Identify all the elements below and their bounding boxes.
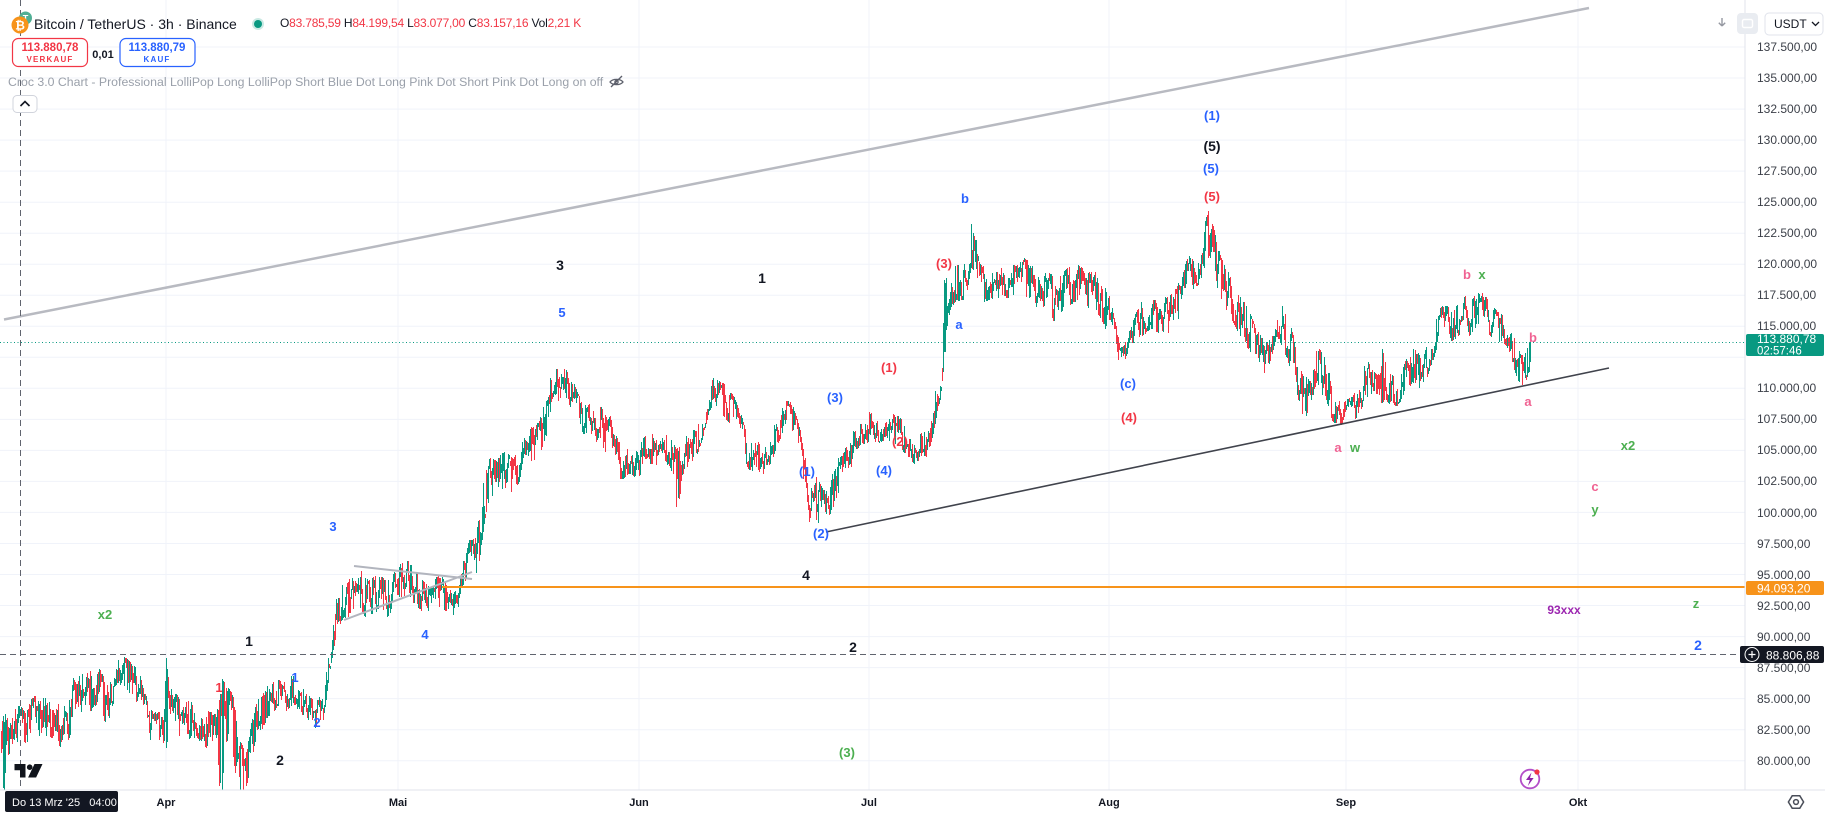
- svg-text:T: T: [23, 14, 29, 24]
- svg-text:Do 13 Mrz '25 04:00: Do 13 Mrz '25 04:00: [12, 797, 117, 809]
- svg-text:(1): (1): [881, 360, 897, 375]
- svg-text:O83.785,59 H84.199,54 L83.077,: O83.785,59 H84.199,54 L83.077,00 C83.157…: [280, 16, 581, 30]
- svg-text:97.500,00: 97.500,00: [1757, 537, 1811, 551]
- svg-text:135.000,00: 135.000,00: [1757, 71, 1817, 85]
- svg-text:USDT: USDT: [1774, 17, 1807, 31]
- svg-text:120.000,00: 120.000,00: [1757, 257, 1817, 271]
- svg-text:1: 1: [758, 270, 766, 286]
- svg-text:(1): (1): [799, 464, 815, 479]
- svg-text:02:57:46: 02:57:46: [1757, 346, 1802, 358]
- svg-text:z: z: [1693, 596, 1700, 611]
- svg-text:Apr: Apr: [157, 797, 177, 809]
- svg-text:x: x: [1478, 267, 1486, 282]
- svg-text:(5): (5): [1203, 138, 1220, 154]
- svg-text:₿: ₿: [15, 19, 25, 33]
- svg-text:b: b: [961, 191, 969, 206]
- svg-text:VERKAUF: VERKAUF: [26, 55, 73, 64]
- svg-text:102.500,00: 102.500,00: [1757, 474, 1817, 488]
- svg-text:KAUF: KAUF: [143, 55, 170, 64]
- svg-text:2: 2: [276, 752, 284, 768]
- svg-text:a: a: [955, 317, 963, 332]
- svg-text:92.500,00: 92.500,00: [1757, 599, 1811, 613]
- svg-text:Croc 3.0 Chart - Professional: Croc 3.0 Chart - Professional LolliPop L…: [8, 75, 604, 89]
- svg-text:Okt: Okt: [1569, 797, 1588, 809]
- svg-text:94.093,20: 94.093,20: [1757, 582, 1811, 596]
- svg-text:(5): (5): [1203, 161, 1219, 176]
- svg-text:137.500,00: 137.500,00: [1757, 40, 1817, 54]
- svg-text:(2): (2): [813, 526, 829, 541]
- svg-text:3: 3: [329, 519, 336, 534]
- svg-text:(3): (3): [827, 390, 843, 405]
- svg-text:5: 5: [558, 305, 565, 320]
- svg-text:113.880,78: 113.880,78: [22, 42, 80, 54]
- svg-text:Mai: Mai: [389, 797, 407, 809]
- svg-text:107.500,00: 107.500,00: [1757, 412, 1817, 426]
- svg-text:115.000,00: 115.000,00: [1757, 319, 1816, 333]
- svg-text:(1): (1): [1204, 108, 1220, 123]
- svg-text:105.000,00: 105.000,00: [1757, 443, 1817, 457]
- svg-text:0,01: 0,01: [92, 49, 113, 61]
- svg-text:(c): (c): [1120, 376, 1136, 391]
- svg-text:95.000,00: 95.000,00: [1757, 568, 1811, 582]
- svg-text:Sep: Sep: [1336, 797, 1356, 809]
- svg-text:x2: x2: [1621, 438, 1635, 453]
- svg-text:80.000,00: 80.000,00: [1757, 754, 1811, 768]
- svg-text:117.500,00: 117.500,00: [1757, 288, 1816, 302]
- svg-text:1: 1: [291, 670, 298, 685]
- svg-text:Bitcoin / TetherUS · 3h · Bina: Bitcoin / TetherUS · 3h · Binance: [34, 16, 237, 32]
- svg-text:125.000,00: 125.000,00: [1757, 195, 1817, 209]
- svg-text:87.500,00: 87.500,00: [1757, 661, 1811, 675]
- svg-text:110.000,00: 110.000,00: [1757, 381, 1816, 395]
- svg-text:(3): (3): [839, 745, 855, 760]
- svg-text:122.500,00: 122.500,00: [1757, 226, 1817, 240]
- svg-text:w: w: [1349, 440, 1361, 455]
- svg-text:Aug: Aug: [1098, 797, 1119, 809]
- svg-text:2: 2: [849, 639, 857, 655]
- svg-text:Jun: Jun: [629, 797, 649, 809]
- svg-text:a: a: [1334, 440, 1342, 455]
- svg-text:127.500,00: 127.500,00: [1757, 164, 1817, 178]
- svg-text:2: 2: [313, 715, 320, 730]
- svg-text:1: 1: [245, 633, 253, 649]
- svg-text:4: 4: [802, 567, 810, 583]
- svg-text:a: a: [1524, 394, 1532, 409]
- svg-text:b: b: [1463, 267, 1471, 282]
- svg-text:(2): (2): [892, 434, 908, 449]
- svg-text:88.806,88: 88.806,88: [1766, 649, 1820, 663]
- svg-text:85.000,00: 85.000,00: [1757, 692, 1811, 706]
- svg-text:c: c: [1591, 479, 1598, 494]
- svg-text:Jul: Jul: [861, 797, 877, 809]
- svg-text:3: 3: [556, 257, 564, 273]
- svg-text:100.000,00: 100.000,00: [1757, 506, 1817, 520]
- svg-text:90.000,00: 90.000,00: [1757, 630, 1811, 644]
- svg-text:(5): (5): [1204, 189, 1220, 204]
- svg-text:113.880,79: 113.880,79: [129, 42, 186, 54]
- svg-text:113.880,78: 113.880,78: [1757, 332, 1816, 346]
- svg-text:130.000,00: 130.000,00: [1757, 133, 1817, 147]
- svg-text:4: 4: [421, 627, 429, 642]
- svg-text:b: b: [1529, 330, 1537, 345]
- svg-text:82.500,00: 82.500,00: [1757, 723, 1811, 737]
- svg-text:2: 2: [1694, 637, 1702, 653]
- svg-text:y: y: [1591, 502, 1599, 517]
- svg-text:x2: x2: [98, 607, 112, 622]
- svg-text:93xxx: 93xxx: [1547, 603, 1581, 617]
- svg-text:1: 1: [215, 680, 222, 695]
- svg-text:(3): (3): [936, 256, 952, 271]
- svg-text:132.500,00: 132.500,00: [1757, 102, 1817, 116]
- svg-text:(4): (4): [1121, 410, 1137, 425]
- svg-text:(4): (4): [876, 463, 892, 478]
